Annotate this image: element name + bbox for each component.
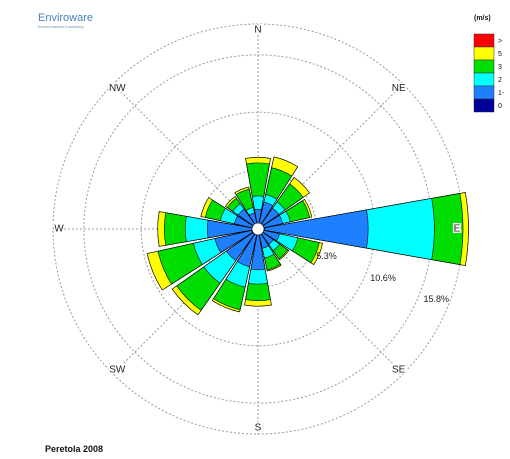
direction-label-nw: NW: [109, 83, 126, 94]
calm-center: [251, 222, 265, 236]
sector-315: [225, 196, 259, 230]
sector-45: [257, 177, 310, 230]
ring-label-2: 10.6%: [370, 273, 396, 283]
sector-67.5: [257, 198, 313, 230]
sector-225: [171, 228, 259, 316]
petal-90-bin-1: [257, 209, 369, 249]
speed-legend: (m/s) >5 3 2 1- 0: [473, 15, 505, 113]
sector-157.5: [257, 228, 282, 272]
petal-292.5-bin-1: [233, 215, 259, 230]
petal-202.5-bin-1: [236, 228, 259, 268]
legend-swatch-bin_4: [473, 46, 495, 61]
legend-swatch-bin_1: [473, 85, 495, 100]
direction-labels: N NE E SE S SW W NW: [53, 23, 462, 435]
sector-112.5: [257, 228, 323, 265]
legend-swatch-bin_0: [473, 98, 495, 113]
sector-202.5: [211, 228, 259, 313]
sector-270: [157, 211, 259, 247]
legend-label-bin_1: 1-: [498, 90, 505, 97]
direction-label-se: SE: [392, 364, 406, 375]
petal-22.5-bin-1: [257, 201, 274, 230]
sector-247.5: [146, 228, 259, 291]
legend-swatch-bin_3: [473, 59, 495, 74]
enviroware-logo: Enviroware Environmental Consulting: [38, 12, 93, 29]
calm-circle: [251, 222, 265, 236]
legend-label-bin_0: 0: [498, 103, 502, 110]
sector-90: [257, 192, 469, 266]
petal-45-bin-1: [257, 207, 280, 230]
petal-225-bin-1: [225, 228, 259, 262]
legend-label-bin_2: 2: [498, 77, 502, 84]
ring-label-1: 5.3%: [316, 251, 337, 261]
petal-247.5-bin-1: [214, 228, 259, 254]
legend-label-bin_5: >: [498, 38, 502, 45]
logo-name: Enviroware: [38, 12, 93, 24]
direction-label-e: E: [454, 224, 461, 235]
legend-swatch-bin_5: [473, 33, 495, 48]
sector-22.5: [257, 156, 299, 230]
legend-label-bin_4: 5: [498, 51, 502, 58]
direction-label-w: W: [54, 224, 64, 235]
sector-180: [244, 228, 272, 307]
legend-label-bin_3: 3: [498, 64, 502, 71]
ring-labels: 5.3% 10.6% 15.8%: [316, 251, 449, 304]
logo-tagline: Environmental Consulting: [38, 24, 84, 29]
sector-0: [245, 157, 271, 230]
petal-270-bin-1: [207, 219, 259, 239]
legend-unit-label: (m/s): [474, 15, 491, 22]
direction-label-s: S: [255, 423, 262, 434]
legend-swatch-bin_2: [473, 72, 495, 87]
ring-label-3: 15.8%: [424, 294, 450, 304]
petal-0-bin-1: [254, 208, 262, 230]
sector-337.5: [234, 186, 259, 230]
petal-315-bin-1: [237, 208, 259, 230]
sector-292.5: [200, 197, 259, 230]
direction-label-ne: NE: [392, 83, 406, 94]
direction-label-sw: SW: [109, 364, 126, 375]
petal-180-bin-1: [250, 228, 266, 271]
direction-label-n: N: [254, 25, 261, 36]
petal-67.5-bin-1: [257, 214, 284, 230]
wind-petals: [146, 156, 469, 316]
station-title: Peretola 2008: [45, 444, 103, 454]
